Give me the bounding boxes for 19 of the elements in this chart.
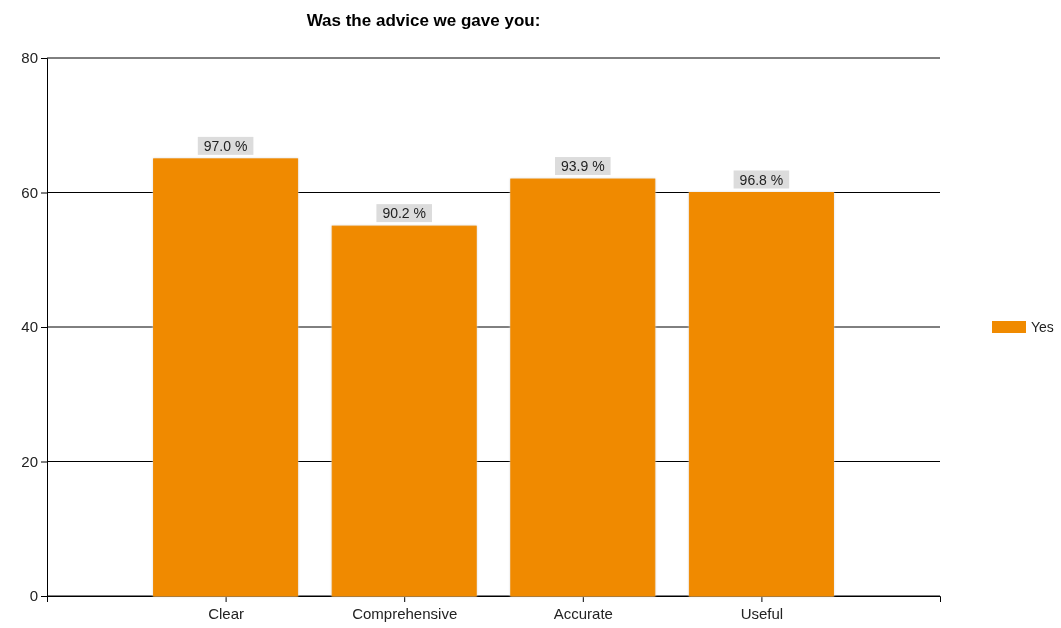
annotation: 96.8 % [739,171,784,188]
y-tick-label: 40 [21,318,38,336]
bar [510,178,656,597]
y-tick-label: 60 [21,183,38,201]
bar [153,158,299,597]
x-tick-label: Comprehensive [352,604,458,622]
annotation: 93.9 % [561,158,605,175]
annotation: 90.2 % [382,205,426,222]
y-tick-label: 20 [21,452,38,470]
bar [331,225,477,597]
x-tick-label: Clear [208,604,245,622]
legend-label: Yes [1031,319,1054,335]
annotation: 97.0 % [203,137,248,154]
bar [688,192,834,597]
y-tick-label: 80 [21,49,38,67]
y-tick-label: 0 [29,587,38,605]
chart-title: Was the advice we gave you: [306,11,541,30]
x-tick-label: Useful [740,604,784,622]
x-tick-label: Accurate [553,604,613,622]
